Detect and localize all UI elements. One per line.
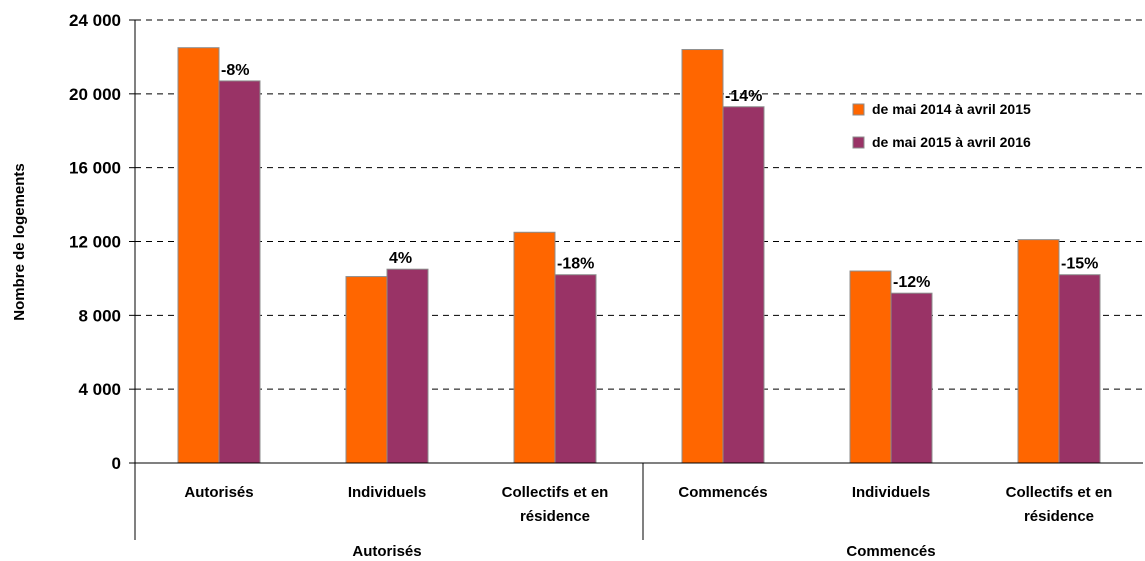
x-category-label: Collectifs et en [502,484,609,501]
y-tick-label: 20 000 [69,85,121,104]
bar-series-2 [1058,274,1101,464]
y-tick-label: 0 [112,454,121,473]
data-label: -18% [557,256,594,273]
x-category-label: Individuels [348,484,426,501]
x-group-labels: Autorisés Commencés [352,543,935,560]
legend: de mai 2014 à avril 2015 de mai 2015 à av… [852,101,1031,150]
bar-series-2 [554,274,597,464]
x-category-labels: Autorisés Individuels Collectifs et en rési… [184,484,1112,525]
data-label: -8% [221,62,249,79]
x-category-label: Collectifs et en [1006,484,1113,501]
y-tick-label: 24 000 [69,11,121,30]
bar-series-1 [177,47,220,464]
y-tick-labels: 0 4 000 8 000 12 000 16 000 20 000 24 000 [69,11,135,473]
x-category-label: résidence [520,508,590,525]
data-label: 4% [389,250,412,267]
x-group-label: Autorisés [352,543,421,560]
data-label: -14% [725,88,762,105]
x-category-label: résidence [1024,508,1094,525]
legend-label: de mai 2014 à avril 2015 [872,101,1031,117]
bar-series-1 [681,49,724,464]
y-tick-label: 12 000 [69,233,121,252]
y-axis-title: Nombre de logements [11,163,28,321]
data-label: -15% [1061,256,1098,273]
y-tick-label: 4 000 [78,380,121,399]
bar-series-2 [722,106,765,464]
y-tick-label: 8 000 [78,306,121,325]
y-tick-label: 16 000 [69,159,121,178]
legend-label: de mai 2015 à avril 2016 [872,134,1031,150]
bar-series-1 [345,276,388,464]
bar-series-2 [386,268,429,464]
x-group-label: Commencés [846,543,935,560]
x-category-label: Commencés [678,484,767,501]
data-label: -12% [893,274,930,291]
x-category-label: Autorisés [184,484,253,501]
bar-series-1 [1017,239,1060,464]
bar-series-1 [513,231,556,464]
legend-swatch [852,103,865,116]
x-category-label: Individuels [852,484,930,501]
gridlines [135,19,1143,390]
bar-series-1 [849,270,892,464]
legend-swatch [852,136,865,149]
bar-series-2 [218,80,261,464]
bar-series-2 [890,292,933,464]
data-labels: -8% 4% -18% -14% -12% -15% [221,62,1098,291]
bars [177,47,1101,464]
axes [134,20,1143,540]
